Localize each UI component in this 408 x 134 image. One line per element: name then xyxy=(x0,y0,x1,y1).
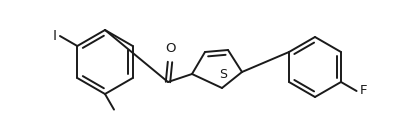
Text: I: I xyxy=(53,29,57,43)
Text: S: S xyxy=(219,68,227,81)
Text: O: O xyxy=(165,42,175,55)
Text: F: F xyxy=(359,85,367,98)
